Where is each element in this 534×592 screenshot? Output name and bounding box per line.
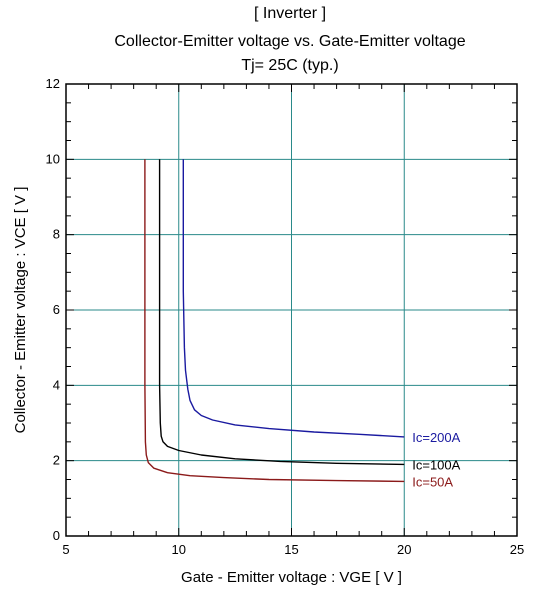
tick-labels: 5 10 15 20 25 0 2 4 6 8 10 12 xyxy=(46,76,525,557)
series-label-ic-200a: Ic=200A xyxy=(412,430,460,445)
series-line-ic-50a xyxy=(144,159,405,483)
series-line-ic-200a xyxy=(182,159,405,438)
x-tick-label: 10 xyxy=(172,542,186,557)
y-tick-label: 4 xyxy=(53,377,60,392)
series-label-ic-50a: Ic=50A xyxy=(412,474,453,489)
x-tick-label: 25 xyxy=(510,542,524,557)
x-axis-label: Gate - Emitter voltage : VGE [ V ] xyxy=(181,569,402,586)
series-label-ic-100a: Ic=100A xyxy=(412,457,460,472)
series-line-ic-100a xyxy=(158,159,405,466)
x-tick-label: 5 xyxy=(62,542,69,557)
chart-title-line-2: Collector-Emitter voltage vs. Gate-Emitt… xyxy=(114,33,466,50)
y-tick-label: 12 xyxy=(46,76,60,91)
y-tick-label: 10 xyxy=(46,151,60,166)
y-tick-label: 2 xyxy=(53,453,60,468)
y-tick-label: 0 xyxy=(53,528,60,543)
grid-lines xyxy=(66,84,517,536)
y-tick-label: 8 xyxy=(53,227,60,242)
series-labels: Ic=200A Ic=100A Ic=50A xyxy=(412,430,460,489)
y-axis-label: Collector - Emitter voltage : VCE [ V ] xyxy=(12,187,29,434)
chart-title-line-3: Tj= 25C (typ.) xyxy=(241,57,339,74)
y-tick-label: 6 xyxy=(53,302,60,317)
x-tick-label: 15 xyxy=(284,542,298,557)
plot-frame xyxy=(65,83,518,537)
x-tick-label: 20 xyxy=(397,542,411,557)
series-group xyxy=(144,159,405,483)
chart-title-line-1: [ Inverter ] xyxy=(253,5,327,22)
